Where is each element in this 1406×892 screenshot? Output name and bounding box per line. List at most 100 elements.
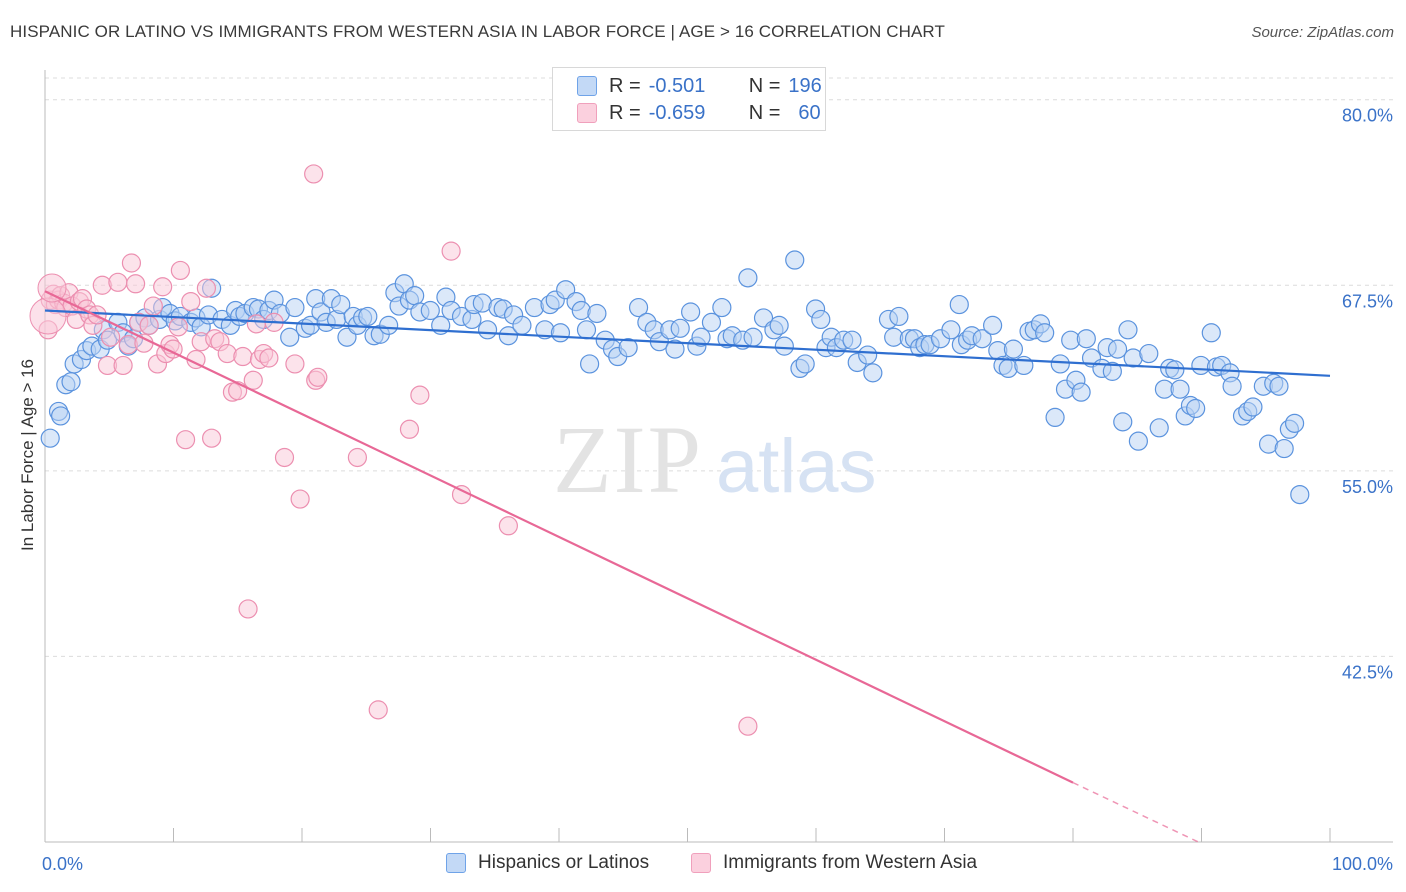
hispanics-point [1003,339,1024,359]
hispanics-point [889,306,909,327]
hispanics-point [1269,376,1289,396]
hispanics-point [1170,379,1190,399]
western-asia-point [217,343,237,364]
western-asia-point [153,277,173,297]
hispanics-point [40,428,60,448]
legend-row-hispanics: R = -0.501 N = 196 [577,74,822,98]
hispanics-trend-line [44,309,1331,377]
western-asia-point [108,272,128,292]
hispanics-point [701,312,722,332]
grid-lines [45,77,1393,657]
hispanics-point [1035,323,1055,343]
hispanics-point [379,315,399,335]
hispanics-point [738,268,758,288]
hispanics-point [863,363,883,383]
hispanics-point [972,329,992,349]
western-asia-point [285,354,305,374]
hispanics-point [51,406,71,426]
hispanics-point [983,315,1003,335]
hispanics-point [1045,407,1065,427]
legend-r-value: -0.501 [648,74,706,97]
western-asia-point [37,273,67,303]
series-hispanics-points [40,250,1310,505]
axes [44,70,1393,843]
western-asia-point [139,315,159,335]
legend-r-label: R = [609,74,641,97]
western-asia-point [143,296,163,316]
chart-title: HISPANIC OR LATINO VS IMMIGRANTS FROM WE… [10,22,945,41]
hispanics-point [580,354,600,374]
hispanics-point [1201,323,1221,343]
legend-row-western-asia: R = -0.659 N = 60 [577,101,821,125]
western-asia-trend-line [44,290,1074,784]
bottom-legend-swatch-hispanics [446,853,466,873]
legend-n-label: N = [748,74,781,97]
legend-swatch-western-asia [577,103,597,123]
hispanics-point [743,327,763,347]
hispanics-point [524,297,545,318]
hispanics-point [785,250,805,270]
hispanics-point [670,318,690,338]
bottom-legend-label-hispanics: Hispanics or Latinos [478,852,650,873]
western-asia-point [246,314,266,334]
hispanics-point [1222,376,1242,396]
hispanics-point [61,372,81,392]
legend-swatch-hispanics [577,76,597,96]
hispanics-point [1102,361,1122,381]
hispanics-point [769,315,789,335]
hispanics-point [665,339,685,359]
western-asia-point [243,370,263,390]
hispanics-point [280,327,300,347]
hispanics-point [405,286,425,306]
western-asia-point [121,253,142,273]
hispanics-point [1107,339,1128,359]
western-asia-point [202,428,222,448]
western-asia-point [738,716,758,736]
y-tick-label: 42.5% [1342,662,1393,682]
hispanics-point [691,327,711,347]
hispanics-point [1290,485,1310,505]
hispanics-point [1128,431,1148,451]
hispanics-point [1149,418,1169,438]
western-asia-point [101,327,121,347]
tick-labels: 42.5% 55.0% 67.5% 80.0% 0.0% 100.0% [42,106,1393,874]
y-tick-label: 80.0% [1342,106,1393,126]
hispanics-point [998,358,1018,379]
western-asia-point [134,333,154,353]
hispanics-point [550,323,571,343]
watermark-zip: ZIP [553,406,703,513]
hispanics-point [1243,397,1263,417]
hispanics-point [1071,382,1091,402]
hispanics-point [587,303,607,324]
western-asia-point [259,348,279,368]
western-asia-point [308,367,328,387]
western-asia-point [181,292,201,312]
hispanics-point [858,345,878,365]
western-asia-point [290,489,310,509]
hispanics-point [1165,360,1185,380]
western-asia-point [498,516,518,536]
bottom-legend-western-asia: Immigrants from Western Asia [691,852,977,874]
legend-r-value: -0.659 [648,101,706,124]
hispanics-point [811,309,831,330]
western-asia-point [238,599,258,619]
x-tick-label: 100.0% [1332,854,1393,874]
hispanics-point [1139,343,1159,364]
western-asia-point [410,385,430,405]
y-axis-label: In Labor Force | Age > 16 [18,358,37,552]
y-tick-label: 55.0% [1342,477,1393,497]
western-asia-point [441,241,461,261]
western-asia-point [233,346,253,367]
hispanics-point [1050,354,1070,374]
hispanics-point [949,294,969,315]
hispanics-point [576,320,597,340]
watermark-atlas: atlas [716,424,877,509]
legend-n-label: N = [748,101,781,124]
legend-n-value: 60 [798,101,821,124]
hispanics-point [498,326,518,346]
hispanics-point [571,300,591,321]
watermark: ZIP atlas [553,406,877,513]
legend-n-value: 196 [788,74,822,97]
hispanics-point [420,300,440,321]
